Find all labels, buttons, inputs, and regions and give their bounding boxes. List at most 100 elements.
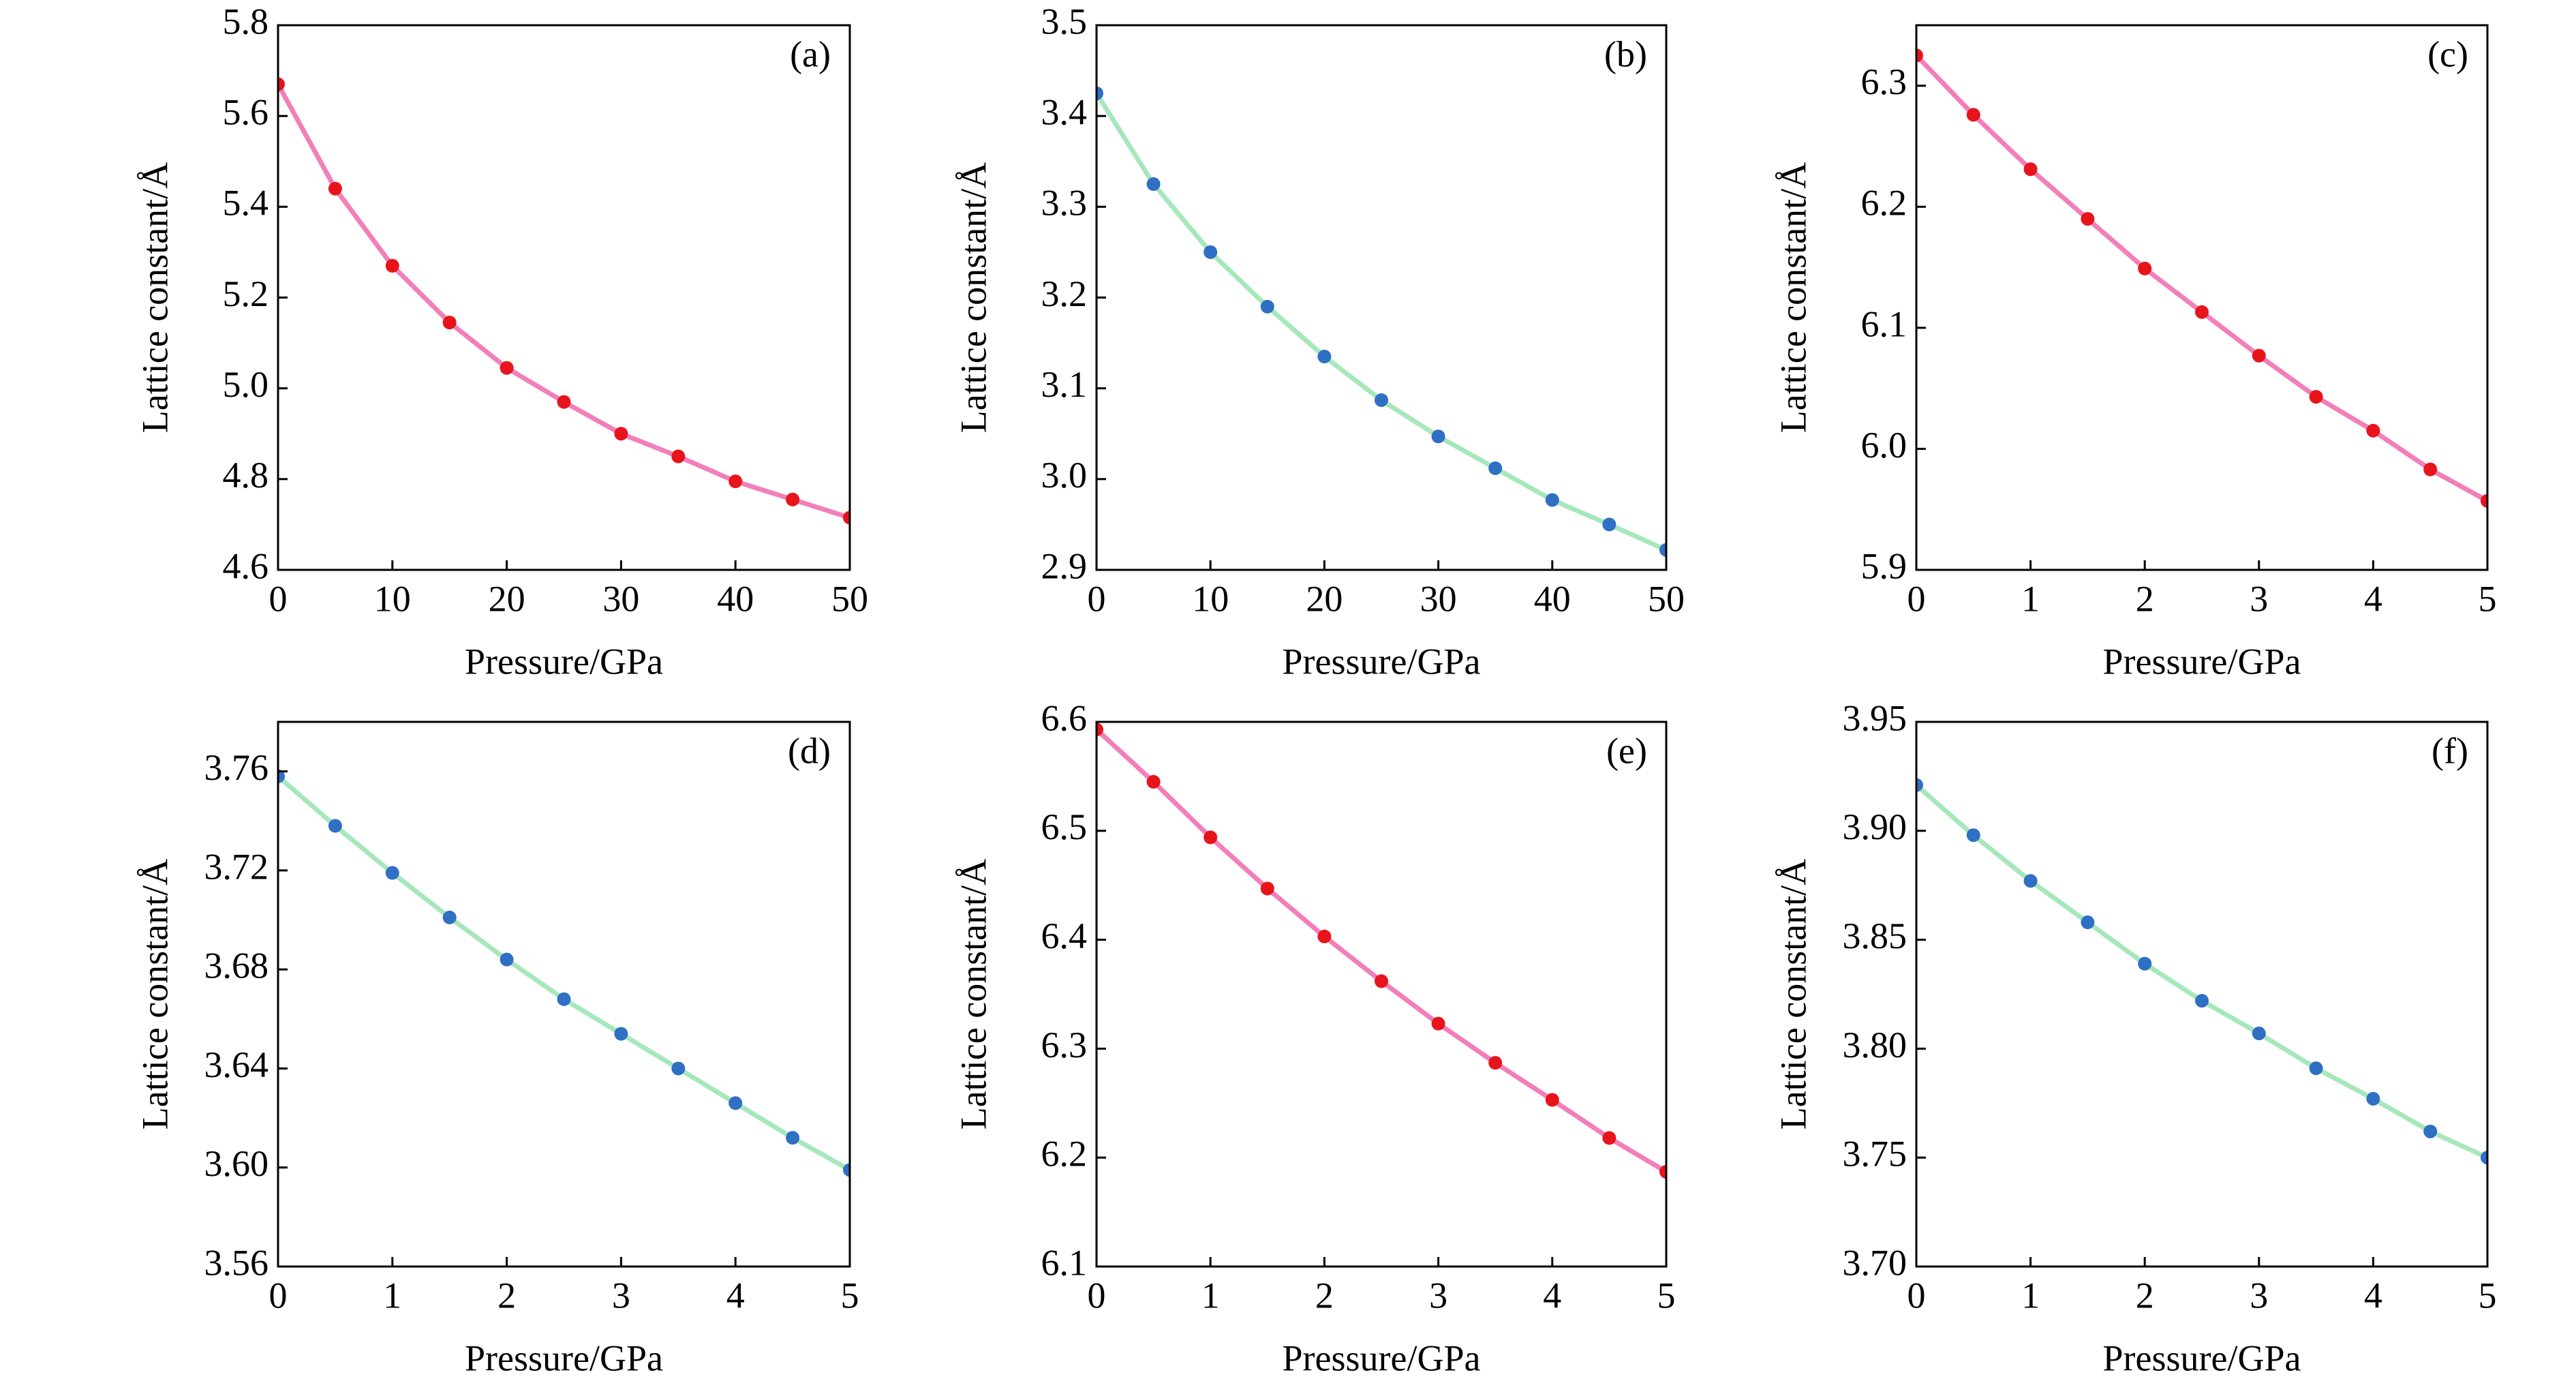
data-point	[1488, 1056, 1503, 1070]
data-point	[843, 1163, 850, 1177]
data-point	[729, 474, 743, 489]
y-tick-label: 3.4	[1041, 92, 1088, 133]
data-point	[1545, 1093, 1559, 1107]
x-axis-label: Pressure/GPa	[2103, 1337, 2301, 1378]
y-tick-label: 3.90	[1843, 806, 1907, 847]
data-point	[1916, 48, 1923, 63]
plot-area	[1097, 723, 1666, 1179]
y-tick-label: 6.2	[1861, 183, 1907, 224]
data-point	[278, 769, 285, 783]
data-point	[500, 952, 514, 967]
y-tick-label: 3.5	[1041, 1, 1088, 42]
data-point	[442, 316, 457, 330]
x-tick-label: 20	[1306, 578, 1343, 619]
y-tick-label: 2.9	[1041, 545, 1088, 586]
data-point	[2023, 162, 2038, 177]
data-line	[1916, 53, 2487, 503]
plot-frame	[1915, 721, 2489, 1268]
plot-area	[278, 769, 850, 1177]
data-point	[1916, 778, 1923, 792]
y-tick-label: 6.0	[1861, 425, 1907, 466]
data-point	[1097, 723, 1103, 737]
data-point	[1097, 86, 1103, 100]
x-tick-label: 30	[602, 578, 639, 619]
panel: 3.56 3.60 3.64 3.68 3.72 3.76 0 1 2 3 4 5 (d) Pressur…	[134, 721, 859, 1378]
data-line	[278, 82, 850, 520]
y-tick-label: 5.9	[1861, 545, 1907, 586]
data-point	[1966, 108, 1980, 122]
data-point	[2195, 305, 2209, 319]
plot-area	[1916, 48, 2487, 508]
data-point	[2138, 261, 2152, 275]
data-point	[1260, 881, 1274, 896]
x-tick-label: 20	[489, 578, 525, 619]
plot-frame	[1095, 721, 1668, 1268]
data-point	[2023, 874, 2038, 888]
panel-label: (a)	[790, 33, 831, 74]
x-tick-label: 5	[2479, 1275, 2497, 1316]
y-axis-label: Lattice constant/Å	[134, 859, 175, 1130]
y-tick-label: 4.6	[223, 545, 269, 586]
x-axis-label: Pressure/GPa	[465, 1337, 663, 1378]
x-tick-label: 30	[1420, 578, 1457, 619]
panel-label: (c)	[2427, 33, 2468, 74]
data-point	[557, 395, 571, 409]
x-tick-label: 5	[1657, 1275, 1676, 1316]
y-axis-label: Lattice constant/Å	[953, 162, 994, 433]
data-point	[1431, 429, 1445, 444]
y-tick-label: 6.3	[1041, 1025, 1088, 1065]
data-point	[2366, 423, 2380, 438]
data-point	[2481, 494, 2487, 508]
x-tick-label: 50	[831, 578, 868, 619]
data-point	[278, 77, 285, 91]
plot-frame	[1095, 24, 1668, 571]
data-point	[2138, 956, 2152, 971]
data-point	[2195, 994, 2209, 1008]
data-point	[2366, 1091, 2380, 1106]
x-tick-label: 2	[2136, 1275, 2154, 1316]
data-point	[442, 910, 457, 924]
x-tick-label: 40	[717, 578, 754, 619]
x-axis-label: Pressure/GPa	[465, 641, 663, 682]
y-tick-label: 3.80	[1843, 1025, 1907, 1065]
data-line	[1916, 783, 2487, 1160]
panel-label: (e)	[1606, 730, 1647, 771]
data-point	[1375, 393, 1388, 407]
y-tick-label: 4.8	[223, 455, 269, 496]
data-point	[1260, 299, 1274, 314]
x-axis-label: Pressure/GPa	[2103, 641, 2301, 682]
data-point	[786, 1131, 800, 1145]
data-point	[1545, 493, 1559, 507]
y-tick-label: 3.56	[204, 1242, 269, 1283]
data-point	[786, 492, 800, 506]
data-point	[843, 511, 850, 525]
x-tick-label: 4	[1543, 1275, 1561, 1316]
data-point	[1602, 517, 1616, 532]
x-tick-label: 3	[2250, 578, 2268, 619]
data-point	[671, 449, 686, 464]
data-point	[2481, 1151, 2487, 1165]
data-point	[2252, 1027, 2266, 1041]
panel: 6.1 6.2 6.3 6.4 6.5 6.6 0 1 2 3 4 5 (e) Pressure/GPa L…	[953, 697, 1675, 1378]
plot-area	[278, 77, 850, 525]
x-tick-label: 1	[2021, 1275, 2040, 1316]
x-axis-label: Pressure/GPa	[1283, 641, 1481, 682]
y-tick-label: 3.64	[204, 1044, 269, 1085]
x-tick-label: 10	[374, 578, 411, 619]
data-point	[614, 427, 628, 441]
x-tick-label: 5	[841, 1275, 859, 1316]
y-tick-label: 5.4	[223, 183, 269, 224]
x-tick-label: 0	[1907, 1275, 1926, 1316]
y-tick-label: 5.8	[223, 1, 269, 42]
data-line	[278, 774, 850, 1172]
y-tick-label: 3.85	[1843, 915, 1907, 956]
data-point	[2081, 212, 2095, 226]
panel: 3.70 3.75 3.80 3.85 3.90 3.95 0 1 2 3 4 5 (f) Pressur…	[1773, 697, 2496, 1378]
y-tick-label: 3.68	[204, 945, 269, 986]
data-point	[1488, 461, 1503, 475]
data-point	[2309, 1061, 2323, 1076]
data-point	[1602, 1131, 1616, 1145]
data-point	[557, 992, 571, 1006]
y-tick-label: 3.60	[204, 1143, 269, 1184]
